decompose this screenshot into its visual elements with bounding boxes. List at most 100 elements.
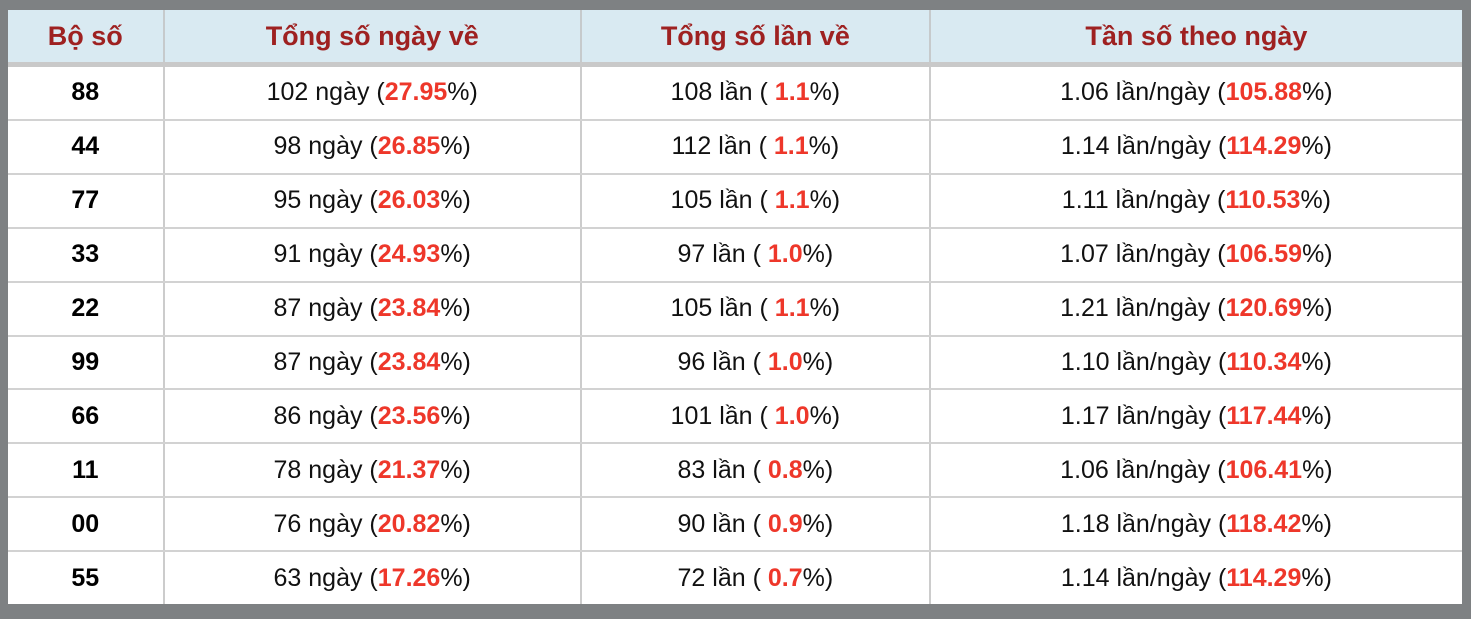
days-percent: 21.37 (377, 455, 441, 484)
times-unit-label: lần ( (711, 132, 774, 161)
times-cell: 108 lần ( 1.1%) (580, 64, 931, 121)
frequency-cell: 1.06 lần/ngày (106.41%) (929, 443, 1462, 499)
percent-close-label: %) (802, 240, 834, 269)
percent-close-label: %) (1301, 509, 1332, 538)
days-value: 78 (273, 455, 302, 484)
table-row: 77 95 ngày (26.03%) 105 lần ( 1.1%) 1.11… (8, 173, 1462, 229)
pair-value: 77 (71, 186, 100, 215)
percent-close-label: %) (440, 240, 471, 269)
frequency-percent: 110.34 (1226, 347, 1302, 376)
percent-close-label: %) (440, 347, 471, 376)
percent-close-label: %) (440, 186, 471, 215)
days-unit-label: ngày ( (301, 240, 378, 269)
table-row: 44 98 ngày (26.85%) 112 lần ( 1.1%) 1.14… (8, 119, 1462, 175)
percent-close-label: %) (1301, 347, 1332, 376)
times-percent: 1.1 (774, 78, 810, 107)
days-cell: 87 ngày (23.84%) (163, 335, 582, 391)
times-value: 108 (670, 78, 713, 107)
times-unit-label: lần ( (712, 78, 775, 107)
days-cell: 87 ngày (23.84%) (163, 281, 582, 337)
frequency-value: 1.18 (1060, 509, 1110, 538)
percent-close-label: %) (1302, 240, 1333, 269)
percent-close-label: %) (440, 509, 471, 538)
frequency-cell: 1.06 lần/ngày (105.88%) (929, 64, 1462, 121)
percent-close-label: %) (802, 563, 834, 592)
days-unit-label: ngày ( (301, 509, 378, 538)
days-unit-label: ngày ( (301, 563, 378, 592)
frequency-value: 1.10 (1060, 347, 1110, 376)
percent-close-label: %) (809, 186, 841, 215)
table-header: Bộ số Tổng số ngày về Tổng số lần về Tần… (8, 10, 1462, 67)
times-percent: 0.8 (767, 455, 803, 484)
table-row: 66 86 ngày (23.56%) 101 lần ( 1.0%) 1.17… (8, 389, 1462, 445)
times-unit-label: lần ( (712, 401, 775, 430)
frequency-value: 1.17 (1060, 401, 1110, 430)
pair-cell: 00 (8, 497, 165, 553)
pair-cell: 55 (8, 551, 165, 604)
pair-cell: 99 (8, 335, 165, 391)
days-value: 87 (273, 294, 302, 323)
lottery-stats-table: Bộ số Tổng số ngày về Tổng số lần về Tần… (8, 10, 1462, 604)
frequency-percent: 120.69 (1225, 294, 1303, 323)
pair-value: 44 (71, 132, 100, 161)
times-unit-label: lần ( (705, 563, 768, 592)
days-unit-label: ngày ( (301, 294, 378, 323)
days-percent: 26.85 (377, 132, 441, 161)
times-value: 83 (677, 455, 706, 484)
table-header-row: Bộ số Tổng số ngày về Tổng số lần về Tần… (8, 10, 1462, 67)
days-value: 86 (273, 401, 302, 430)
times-unit-label: lần ( (712, 294, 775, 323)
percent-close-label: %) (440, 294, 471, 323)
frequency-unit-label: lần/ngày ( (1109, 347, 1227, 376)
times-cell: 105 lần ( 1.1%) (580, 281, 931, 337)
percent-close-label: %) (1302, 294, 1333, 323)
frequency-cell: 1.21 lần/ngày (120.69%) (929, 281, 1462, 337)
frequency-value: 1.06 (1060, 78, 1109, 107)
frequency-unit-label: lần/ngày ( (1108, 186, 1226, 215)
table-row: 99 87 ngày (23.84%) 96 lần ( 1.0%) 1.10 … (8, 335, 1462, 391)
times-percent: 1.1 (774, 294, 810, 323)
days-percent: 17.26 (377, 563, 441, 592)
days-cell: 91 ngày (24.93%) (163, 227, 582, 283)
table-row: 00 76 ngày (20.82%) 90 lần ( 0.9%) 1.18 … (8, 497, 1462, 553)
times-unit-label: lần ( (712, 186, 775, 215)
times-unit-label: lần ( (705, 347, 768, 376)
frequency-unit-label: lần/ngày ( (1109, 509, 1227, 538)
percent-close-label: %) (809, 294, 841, 323)
frequency-unit-label: lần/ngày ( (1109, 132, 1227, 161)
days-percent: 26.03 (377, 186, 441, 215)
column-header-pair: Bộ số (8, 10, 165, 67)
frequency-cell: 1.07 lần/ngày (106.59%) (929, 227, 1462, 283)
pair-cell: 33 (8, 227, 165, 283)
pair-cell: 77 (8, 173, 165, 229)
days-percent: 23.56 (377, 401, 441, 430)
percent-close-label: %) (1300, 186, 1332, 215)
days-unit-label: ngày ( (301, 186, 378, 215)
pair-cell: 88 (8, 64, 165, 121)
days-cell: 86 ngày (23.56%) (163, 389, 582, 445)
days-unit-label: ngày ( (301, 401, 378, 430)
days-value: 95 (273, 186, 302, 215)
days-unit-label: ngày ( (301, 347, 378, 376)
days-unit-label: ngày ( (301, 132, 378, 161)
frequency-unit-label: lần/ngày ( (1108, 294, 1226, 323)
percent-close-label: %) (1302, 78, 1333, 107)
days-cell: 78 ngày (21.37%) (163, 443, 582, 499)
times-percent: 1.0 (767, 240, 803, 269)
percent-close-label: %) (1302, 455, 1333, 484)
percent-close-label: %) (809, 78, 841, 107)
table-body: 88 102 ngày (27.95%) 108 lần ( 1.1%) 1.0… (8, 64, 1462, 604)
frequency-unit-label: lần/ngày ( (1109, 563, 1227, 592)
days-percent: 23.84 (377, 347, 441, 376)
frequency-unit-label: lần/ngày ( (1108, 78, 1226, 107)
times-value: 105 (670, 294, 713, 323)
percent-close-label: %) (802, 347, 834, 376)
frequency-unit-label: lần/ngày ( (1109, 401, 1227, 430)
frequency-percent: 114.29 (1226, 132, 1302, 161)
times-cell: 96 lần ( 1.0%) (580, 335, 931, 391)
times-cell: 112 lần ( 1.1%) (580, 119, 931, 175)
percent-close-label: %) (808, 132, 840, 161)
times-percent: 1.0 (774, 401, 810, 430)
pair-cell: 66 (8, 389, 165, 445)
percent-close-label: %) (1301, 401, 1332, 430)
